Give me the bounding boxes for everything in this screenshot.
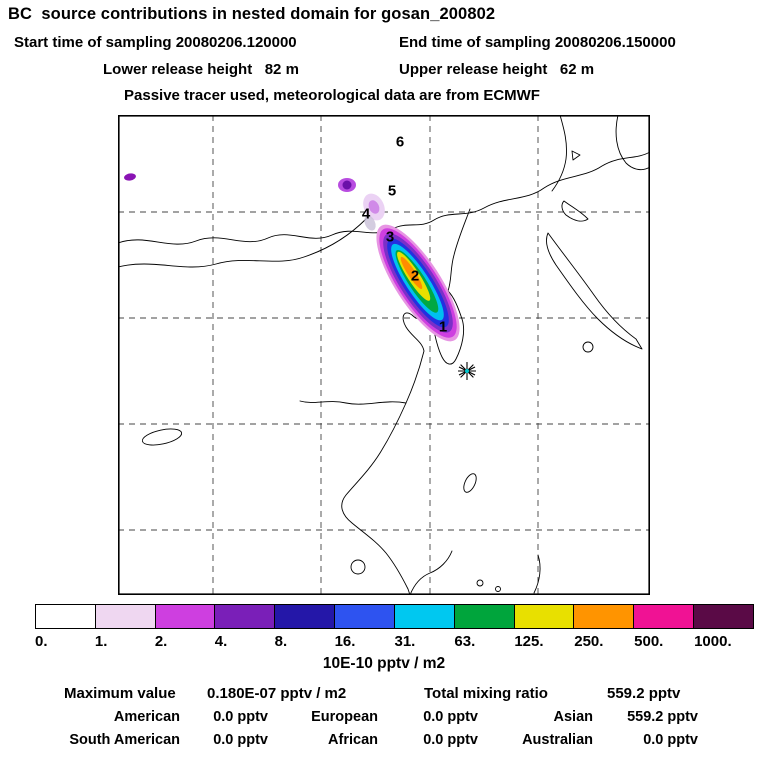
colorbar-tick-label: 2. [154,633,168,650]
start-time-text: Start time of sampling 20080206.120000 [14,34,297,51]
colorbar-tick-label: 500. [634,633,664,650]
contribution-value: 0.0 pptv [643,732,698,748]
end-time-text: End time of sampling 20080206.150000 [399,34,676,51]
trajectory-point-label: 3 [385,228,395,246]
contributions-row-2: South American 0.0 pptv African 0.0 pptv Aus… [30,732,738,748]
page-title: BC source contributions in nested domain… [8,5,496,23]
tracer-note-text: Passive tracer used, meteorological data… [124,87,540,104]
contribution-region: European [311,709,378,725]
colorbar-cell [94,605,155,628]
colorbar-tick-label: 31. [394,633,416,650]
contribution-value: 0.0 pptv [213,709,268,725]
coastlines [118,115,650,595]
trajectory-point-label: 6 [395,133,405,151]
colorbar-tick-label: 1. [94,633,108,650]
maximum-value-label: Maximum value [64,685,176,702]
colorbar-cell [573,605,634,628]
lower-release-text: Lower release height 82 m [103,61,299,78]
grid-lines [118,115,650,595]
colorbar-tick-label: 0. [35,633,48,650]
total-mixing-ratio-value: 559.2 pptv [607,685,681,702]
secondary-blobs [124,173,392,241]
colorbar-tick-label: 125. [514,633,544,650]
contribution-value: 559.2 pptv [627,709,698,725]
contribution-region: American [113,709,180,725]
trajectory-point-label: 2 [410,267,420,285]
map-frame [118,115,650,595]
colorbar-cell [154,605,215,628]
colorbar-cell [633,605,694,628]
receptor-star-icon [458,362,476,380]
colorbar-tick-label: 1000. [694,633,732,650]
colorbar-tick-labels: 0. 1. 2. 4. 8. 16. 31. 63. 125. 250. 500. 1000. [35,633,754,651]
colorbar-cell [334,605,394,628]
colorbar-cell [513,605,574,628]
trajectory-point-label: 1 [438,318,448,336]
contribution-region: Asian [553,709,594,725]
contribution-value: 0.0 pptv [213,732,268,748]
contribution-value: 0.0 pptv [423,709,478,725]
colorbar-tick-label: 250. [574,633,604,650]
upper-release-text: Upper release height 62 m [399,61,595,78]
colorbar-cell [393,605,454,628]
colorbar-tick-label: 63. [454,633,476,650]
colorbar [35,604,754,629]
contribution-region: African [328,732,378,748]
contribution-region: Australian [522,732,593,748]
maximum-value: 0.180E-07 pptv / m2 [207,685,347,702]
colorbar-cell [693,605,753,628]
contributions-row-1: American 0.0 pptv European 0.0 pptv Asian 559… [30,709,738,725]
colorbar-cell [453,605,514,628]
colorbar-tick-label: 16. [334,633,356,650]
colorbar-cell [36,605,95,628]
contribution-region: South American [69,732,180,748]
plume-contours [376,224,460,342]
total-mixing-ratio-label: Total mixing ratio [424,685,548,702]
colorbar-cell [274,605,335,628]
contribution-value: 0.0 pptv [423,732,478,748]
colorbar-cell [214,605,275,628]
map-svg [118,115,650,595]
colorbar-units-label: 10E-10 pptv / m2 [322,655,446,672]
trajectory-point-label: 5 [387,182,397,200]
trajectory-point-label: 4 [361,205,371,223]
colorbar-tick-label: 8. [274,633,288,650]
colorbar-tick-label: 4. [214,633,228,650]
